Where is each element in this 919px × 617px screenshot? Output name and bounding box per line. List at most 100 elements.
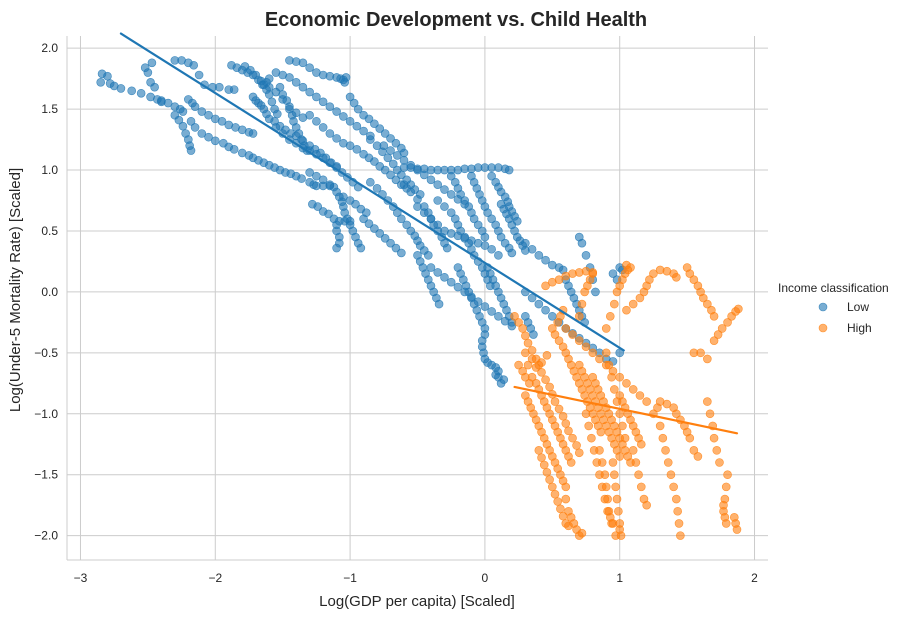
data-point xyxy=(642,397,651,406)
data-point xyxy=(157,97,166,107)
data-point xyxy=(548,482,557,492)
data-point xyxy=(534,251,544,260)
data-point xyxy=(628,446,638,455)
data-point xyxy=(210,136,220,146)
data-point xyxy=(709,433,719,443)
data-point xyxy=(732,525,742,534)
legend-items: Low High xyxy=(818,300,872,335)
data-point xyxy=(615,519,625,528)
legend-label: High xyxy=(847,321,872,335)
data-point xyxy=(584,421,594,431)
data-point xyxy=(672,494,681,504)
data-point xyxy=(588,269,598,278)
data-point xyxy=(275,82,285,92)
data-point xyxy=(672,272,681,282)
data-point xyxy=(622,305,631,315)
data-point xyxy=(204,110,213,120)
data-point xyxy=(723,470,732,479)
data-point xyxy=(433,268,443,277)
data-point xyxy=(601,348,611,358)
data-point xyxy=(397,214,406,224)
data-point xyxy=(523,338,533,348)
data-point xyxy=(186,146,196,155)
data-point xyxy=(554,404,564,414)
data-point xyxy=(339,112,348,121)
data-point xyxy=(291,78,301,87)
series-low xyxy=(96,56,627,388)
data-point xyxy=(332,107,341,116)
data-point xyxy=(561,324,571,333)
data-point xyxy=(715,458,724,467)
data-point xyxy=(116,84,126,93)
data-point xyxy=(591,287,600,297)
data-point xyxy=(531,363,541,372)
regression-line-high xyxy=(513,385,739,435)
data-point xyxy=(550,489,560,499)
data-point xyxy=(366,177,375,187)
data-point xyxy=(345,117,355,126)
data-point xyxy=(504,165,514,175)
data-point xyxy=(577,528,587,538)
data-point xyxy=(456,226,465,236)
y-axis-title: Log(Under-5 Mortality Rate) [Scaled] xyxy=(7,168,24,412)
data-point xyxy=(566,458,576,467)
data-point xyxy=(352,145,362,154)
data-point xyxy=(622,379,631,388)
data-point xyxy=(541,281,550,291)
data-point xyxy=(434,299,444,309)
data-point xyxy=(402,220,412,230)
data-point xyxy=(620,433,630,443)
data-point xyxy=(456,190,465,199)
data-point xyxy=(399,155,409,165)
data-point xyxy=(521,372,530,382)
data-point xyxy=(197,107,207,116)
data-point xyxy=(278,90,287,99)
data-point xyxy=(581,251,591,260)
data-point xyxy=(616,531,626,540)
data-point xyxy=(669,482,678,492)
data-point xyxy=(610,299,619,309)
data-point xyxy=(325,102,335,111)
data-point xyxy=(655,421,665,431)
data-point xyxy=(628,385,638,394)
data-point xyxy=(631,458,641,467)
data-point xyxy=(397,248,406,258)
data-point xyxy=(525,379,534,388)
legend-marker xyxy=(818,323,828,333)
data-point xyxy=(561,494,571,504)
data-point xyxy=(442,243,452,253)
data-point xyxy=(446,190,456,199)
chart-title: Economic Development vs. Child Health xyxy=(265,9,647,31)
data-point xyxy=(604,360,614,370)
data-point xyxy=(636,439,646,449)
data-point xyxy=(605,311,615,321)
legend-title: Income classification xyxy=(778,281,889,295)
y-tick-label: −0.5 xyxy=(34,346,58,360)
data-point xyxy=(345,141,355,150)
y-tick-label: 0.0 xyxy=(41,285,58,299)
data-point xyxy=(341,73,351,82)
data-point xyxy=(229,145,239,154)
data-point xyxy=(561,419,571,428)
data-point xyxy=(572,441,581,450)
data-point xyxy=(658,433,668,443)
data-point xyxy=(264,90,274,99)
data-point xyxy=(595,354,604,364)
data-point xyxy=(285,73,294,82)
data-point xyxy=(186,117,196,126)
data-point xyxy=(318,175,328,185)
data-point xyxy=(380,233,390,243)
data-point xyxy=(537,453,546,462)
legend-marker xyxy=(818,302,828,312)
data-point xyxy=(685,433,695,443)
data-point xyxy=(642,500,651,510)
data-point xyxy=(217,117,227,126)
x-tick-label: 1 xyxy=(616,571,623,585)
x-tick-label: 2 xyxy=(751,571,758,585)
data-point xyxy=(698,293,708,303)
tick-labels: −3 −2 −1 0 1 2 −2.0 −1.5 −1.0 −0.5 0.0 0.5 1.0 1.5 2.0 xyxy=(34,41,758,585)
data-point xyxy=(608,458,618,467)
data-point xyxy=(178,107,188,116)
data-point xyxy=(440,185,449,194)
